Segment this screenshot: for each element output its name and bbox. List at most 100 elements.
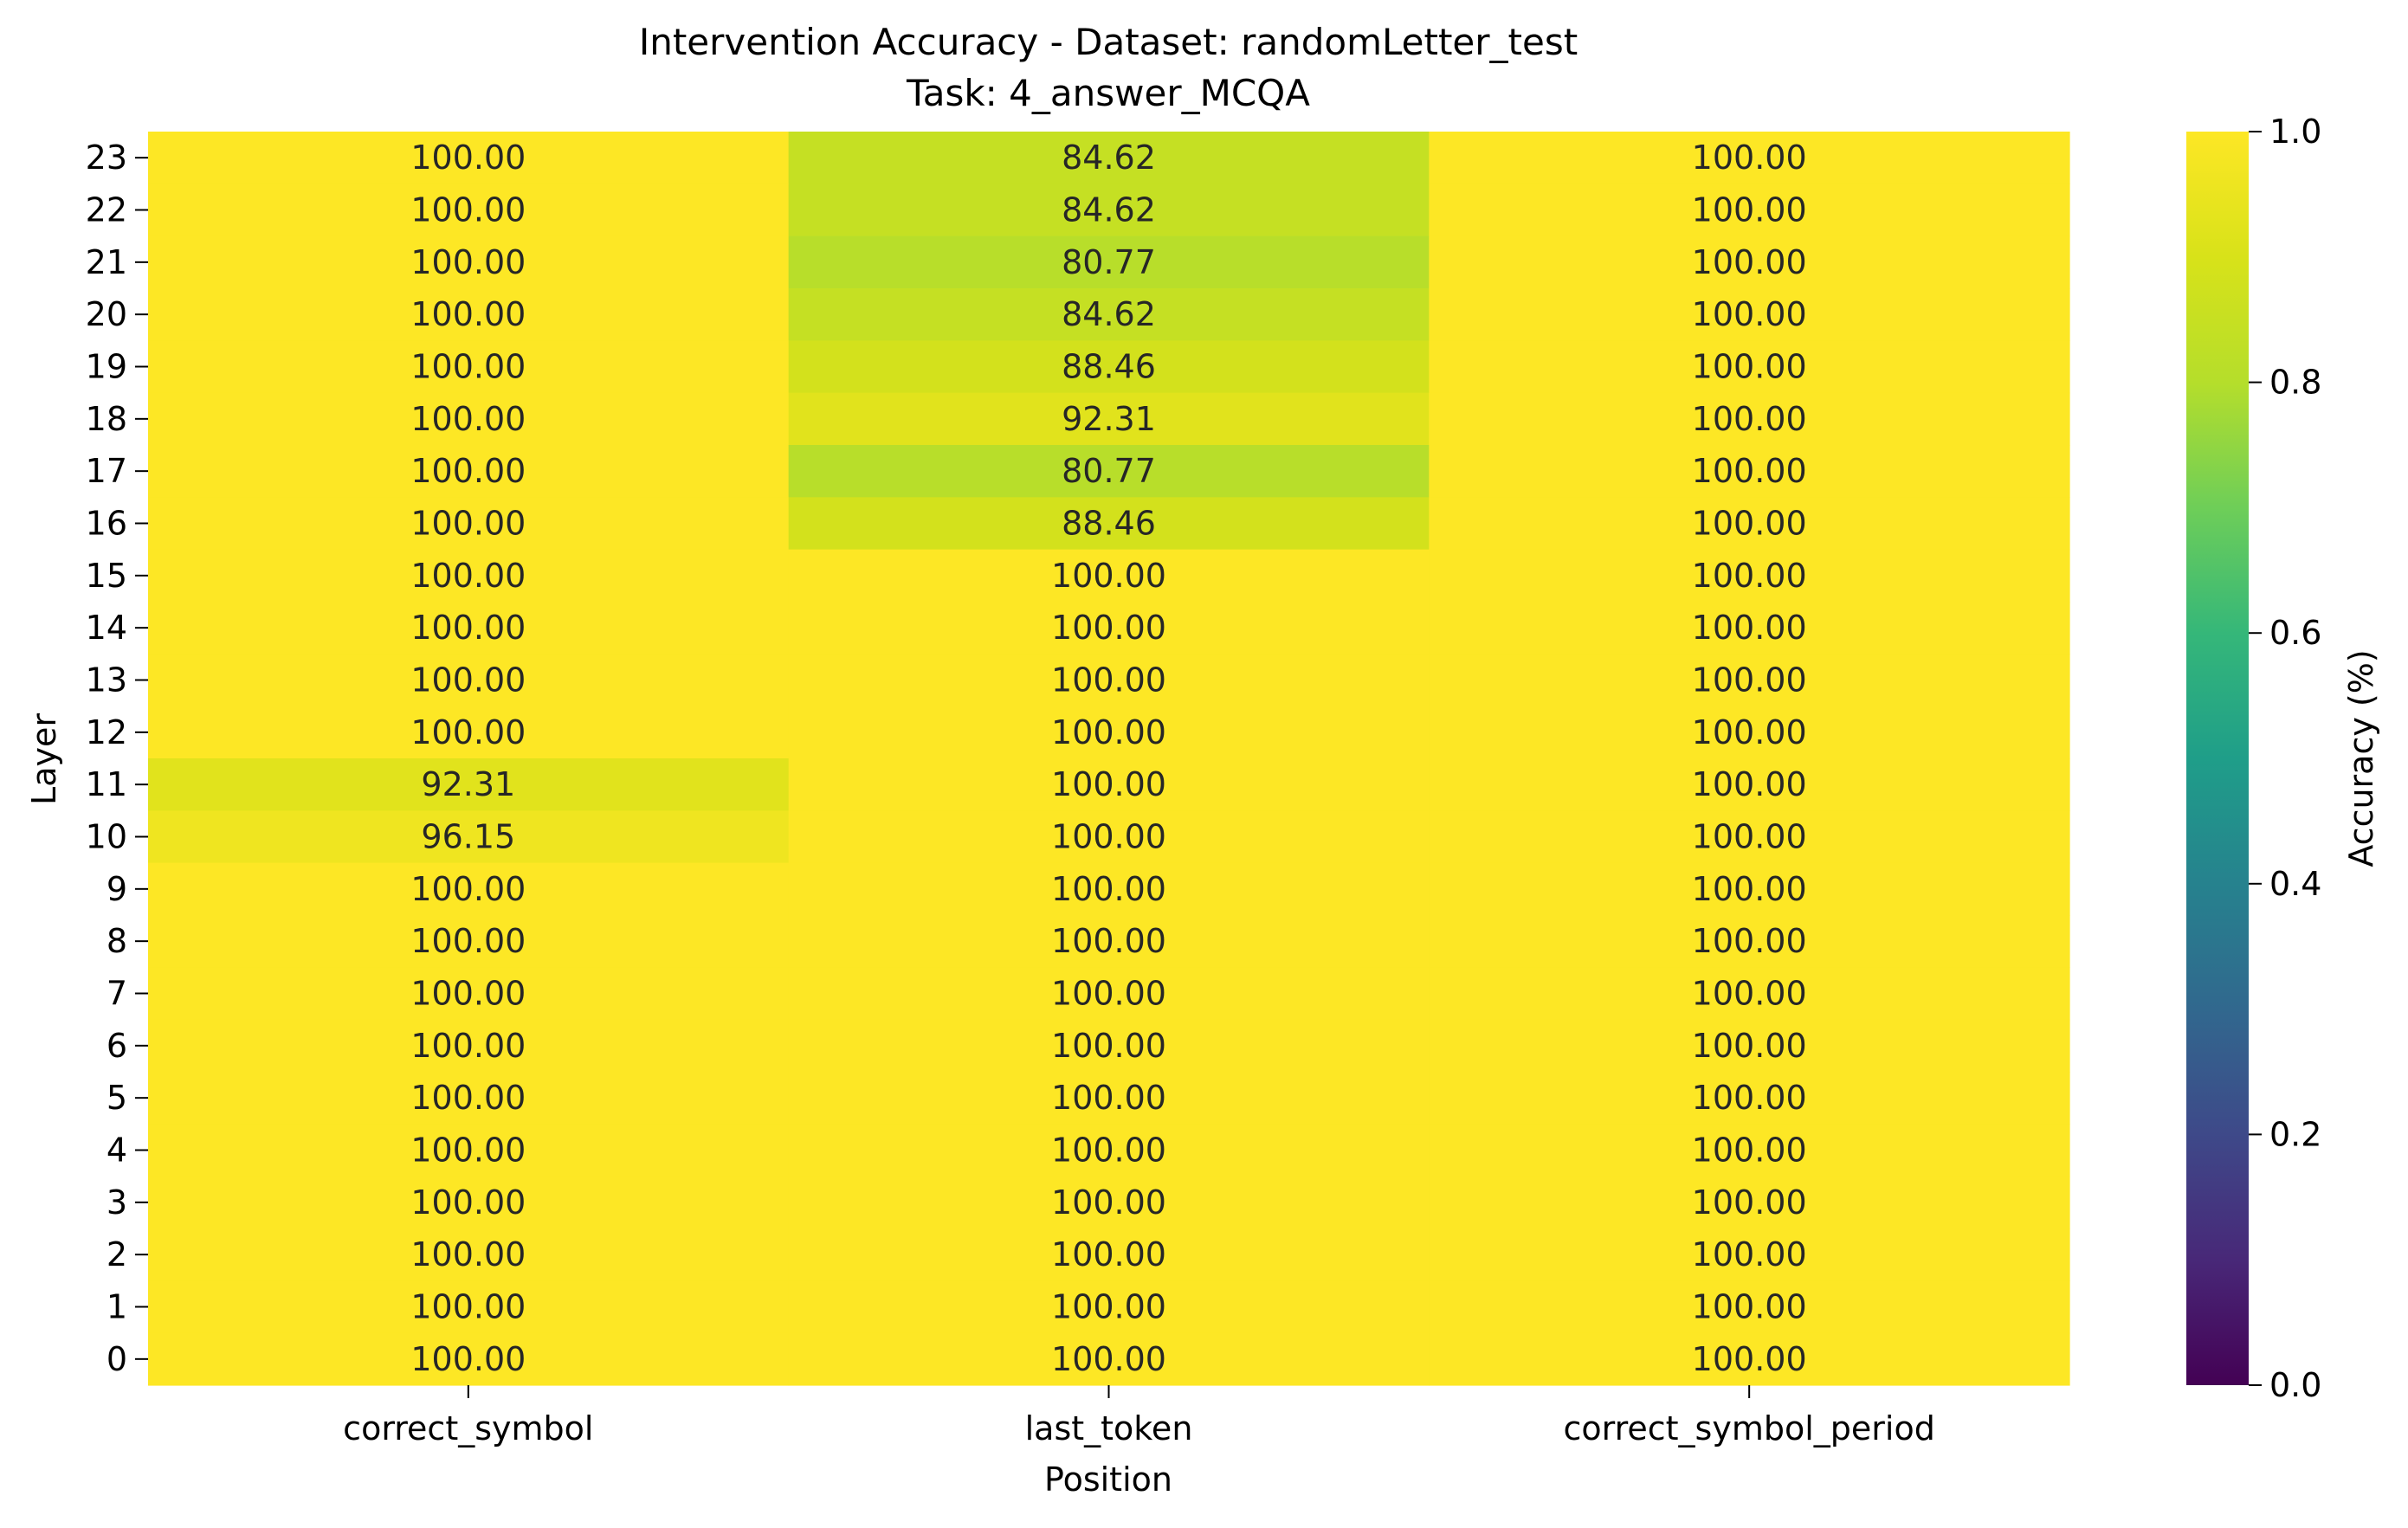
cell-value-label: 100.00	[410, 1131, 526, 1170]
heatmap-cell	[148, 235, 790, 289]
cell-value-label: 100.00	[1051, 765, 1166, 803]
y-tick-label: 2	[107, 1235, 127, 1273]
heatmap-cell	[1429, 1072, 2070, 1125]
heatmap-cell	[1429, 497, 2070, 551]
x-tick-label: correct_symbol_period	[1563, 1409, 1934, 1447]
y-tick-label: 14	[86, 609, 127, 647]
heatmap-cell	[1429, 862, 2070, 916]
cell-value-label: 100.00	[1051, 922, 1166, 960]
y-tick-label: 22	[86, 191, 127, 229]
heatmap-cell	[1429, 1176, 2070, 1229]
cell-value-label: 100.00	[1051, 870, 1166, 908]
heatmap-cell	[148, 602, 790, 654]
cell-value-label: 100.00	[1051, 1027, 1166, 1065]
heatmap-cell	[148, 1280, 790, 1334]
cell-value-label: 100.00	[1692, 661, 1807, 700]
cell-value-label: 100.00	[1051, 557, 1166, 595]
cell-value-label: 100.00	[1692, 191, 1807, 229]
heatmap-cell	[148, 654, 790, 707]
y-tick-label: 23	[86, 139, 127, 177]
cell-value-label: 100.00	[1692, 975, 1807, 1013]
heatmap-cell	[148, 132, 790, 184]
heatmap-cell	[1429, 967, 2070, 1021]
cell-value-label: 100.00	[1051, 818, 1166, 856]
heatmap-cell	[1429, 549, 2070, 603]
colorbar: 0.0 0.2 0.4 0.6 0.8 1.0 Accuracy (%)	[2186, 113, 2380, 1404]
cell-value-label: 100.00	[1692, 452, 1807, 490]
y-tick-label: 4	[107, 1131, 127, 1170]
heatmap-cell	[788, 602, 1430, 654]
cell-value-label: 100.00	[410, 922, 526, 960]
heatmap-cell	[148, 758, 790, 811]
cell-value-label: 100.00	[1692, 765, 1807, 803]
cell-value-label: 84.62	[1062, 139, 1156, 177]
heatmap-cell	[148, 392, 790, 446]
heatmap-cell	[148, 1332, 790, 1386]
y-tick-label: 16	[86, 505, 127, 543]
heatmap-cell	[1429, 184, 2070, 237]
cell-value-label: 100.00	[410, 661, 526, 700]
heatmap-cell	[1429, 132, 2070, 184]
cell-value-label: 100.00	[410, 1183, 526, 1222]
heatmap-cell	[148, 549, 790, 603]
cell-value-label: 100.00	[1051, 1288, 1166, 1326]
y-tick-label: 18	[86, 400, 127, 438]
cell-value-label: 92.31	[421, 765, 515, 803]
heatmap-cell	[1429, 1280, 2070, 1334]
chart-subtitle: Task: 4_answer_MCQA	[906, 72, 1310, 114]
cell-value-label: 100.00	[1692, 139, 1807, 177]
cell-value-label: 88.46	[1062, 505, 1156, 543]
heatmap-cell	[788, 549, 1430, 603]
cell-value-label: 100.00	[1692, 922, 1807, 960]
cell-value-label: 100.00	[1051, 1183, 1166, 1222]
heatmap-cell	[788, 1019, 1430, 1073]
cell-value-label: 100.00	[410, 713, 526, 751]
y-tick-label: 10	[86, 818, 127, 856]
heatmap-cell	[788, 497, 1430, 551]
cell-value-label: 100.00	[410, 870, 526, 908]
cell-value-label: 100.00	[1692, 400, 1807, 438]
cell-value-label: 100.00	[1051, 975, 1166, 1013]
cell-value-label: 100.00	[410, 243, 526, 281]
heatmap-cell	[148, 810, 790, 864]
heatmap-cell	[788, 1228, 1430, 1281]
heatmap-cell	[1429, 915, 2070, 968]
cell-value-label: 100.00	[410, 975, 526, 1013]
colorbar-label: Accuracy (%)	[2342, 649, 2380, 867]
y-tick-label: 13	[86, 661, 127, 700]
cell-value-label: 100.00	[1692, 870, 1807, 908]
y-tick-label: 17	[86, 452, 127, 490]
cell-value-label: 100.00	[410, 1288, 526, 1326]
heatmap-cell	[788, 1280, 1430, 1334]
heatmap-cell	[788, 967, 1430, 1021]
colorbar-tick-label: 0.2	[2269, 1115, 2321, 1153]
colorbar-ticks: 0.0 0.2 0.4 0.6 0.8 1.0	[2249, 113, 2321, 1404]
heatmap-cell	[788, 340, 1430, 394]
chart-title: Intervention Accuracy - Dataset: randomL…	[639, 21, 1578, 63]
cell-value-label: 100.00	[1692, 1183, 1807, 1222]
cell-value-label: 80.77	[1062, 243, 1156, 281]
heatmap-cell	[148, 967, 790, 1021]
cell-value-label: 100.00	[1051, 1079, 1166, 1117]
heatmap-cell	[1429, 1019, 2070, 1073]
colorbar-tick-label: 0.4	[2269, 865, 2321, 903]
cell-value-label: 100.00	[1051, 713, 1166, 751]
cell-value-label: 100.00	[1051, 1340, 1166, 1378]
heatmap-cell	[148, 1228, 790, 1281]
cell-value-label: 100.00	[1692, 348, 1807, 386]
heatmap-cell	[148, 184, 790, 237]
colorbar-tick-label: 1.0	[2269, 113, 2321, 151]
heatmap-cell	[148, 288, 790, 341]
heatmap-cell	[788, 654, 1430, 707]
cell-value-label: 80.77	[1062, 452, 1156, 490]
heatmap-cell	[148, 445, 790, 498]
heatmap-cell	[788, 392, 1430, 446]
cell-value-label: 100.00	[410, 1027, 526, 1065]
heatmap-cell	[1429, 445, 2070, 498]
heatmap-cell	[788, 1072, 1430, 1125]
heatmap-cell	[788, 810, 1430, 864]
x-axis-label: Position	[1044, 1460, 1172, 1499]
heatmap-cells	[148, 132, 2070, 1386]
cell-value-label: 100.00	[410, 400, 526, 438]
